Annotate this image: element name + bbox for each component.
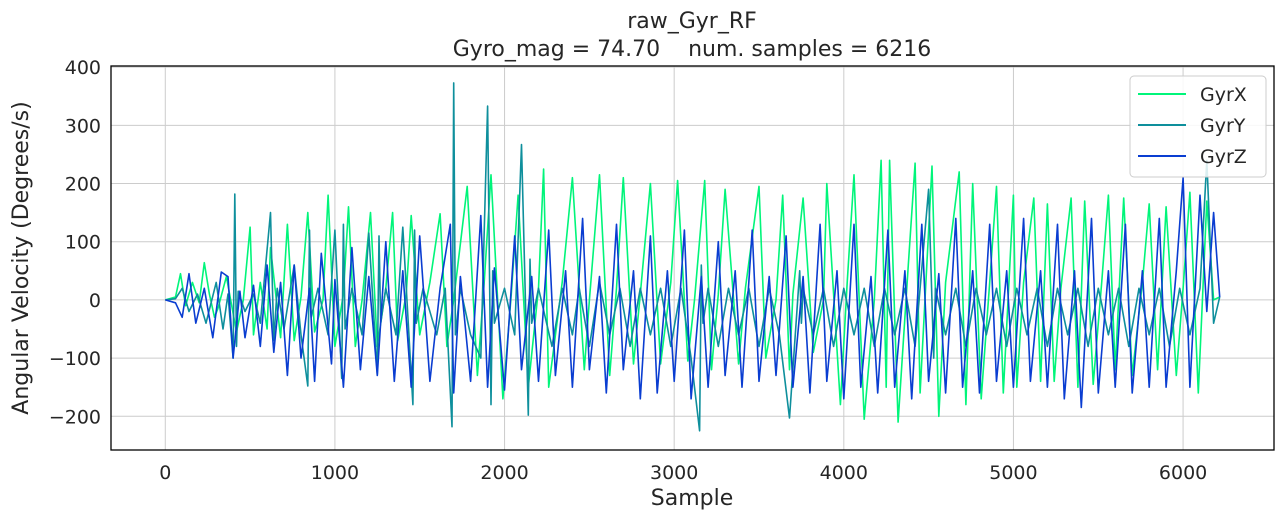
x-tick-labels: 0 1000 2000 3000 4000 5000 6000 [159,462,1207,484]
series-line-gyrz [165,176,1221,409]
x-axis-label: Sample [651,486,734,511]
y-tick-label: 200 [65,174,101,196]
x-tick-label: 5000 [989,462,1037,484]
y-tick-label: 100 [65,232,101,254]
x-tick-label: 4000 [820,462,868,484]
y-tick-label: 400 [65,57,101,79]
legend: GyrX GyrY GyrZ [1129,75,1267,178]
x-tick-label: 1000 [311,462,359,484]
x-tick-label: 6000 [1159,462,1207,484]
legend-label-gyry: GyrY [1200,115,1246,137]
y-tick-label: −100 [49,348,101,370]
legend-label-gyrz: GyrZ [1200,146,1247,168]
y-tick-label: 300 [65,115,101,137]
x-tick-label: 3000 [650,462,698,484]
y-tick-labels: −200 −100 0 100 200 300 400 [49,57,101,428]
legend-label-gyrx: GyrX [1200,84,1247,106]
x-tick-label: 0 [159,462,171,484]
x-tick-label: 2000 [480,462,528,484]
y-tick-label: 0 [89,290,101,312]
legend-box [1129,75,1267,178]
chart-title: raw_Gyr_RF [627,9,757,34]
y-axis-label: Angular Velocity (Degrees/s) [9,101,34,414]
y-tick-label: −200 [49,406,101,428]
series-line-gyrx [165,159,1221,423]
chart-subtitle: Gyro_mag = 74.70 num. samples = 6216 [453,37,932,62]
plot-frame [110,65,1275,451]
series-layer [165,82,1221,432]
